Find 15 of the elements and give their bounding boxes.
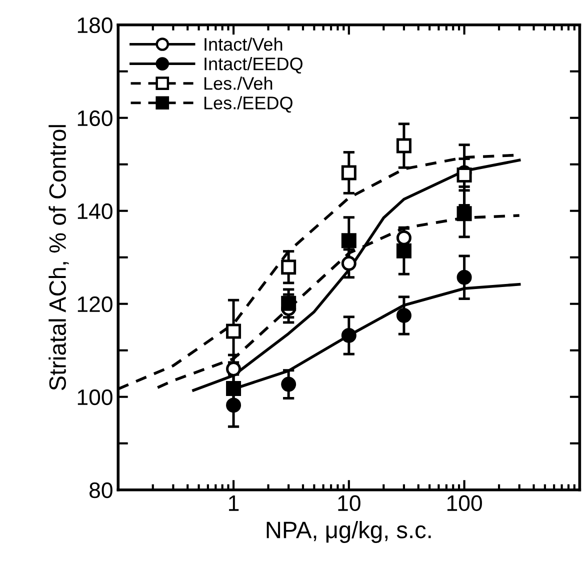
y-axis-title: Striatal ACh, % of Control	[48, 125, 69, 390]
y-tick-label: 80	[90, 482, 112, 498]
legend-label: Intact/EEDQ	[204, 57, 302, 74]
y-tick-label: 160	[78, 110, 112, 126]
y-tick-label: 120	[78, 296, 112, 312]
x-tick-label: 100	[447, 495, 482, 512]
legend-label: Les./EEDQ	[204, 96, 292, 113]
y-tick-label: 100	[78, 389, 112, 406]
x-axis-title: NPA, μg/kg, s.c.	[266, 520, 431, 543]
x-tick-label: 1	[229, 496, 239, 511]
legend-label: Intact/Veh	[204, 38, 282, 51]
x-tick-label: 10	[338, 495, 360, 512]
y-tick-label: 140	[78, 203, 112, 220]
legend-label: Les./Veh	[204, 76, 272, 90]
y-tick-label: 180	[78, 17, 112, 34]
